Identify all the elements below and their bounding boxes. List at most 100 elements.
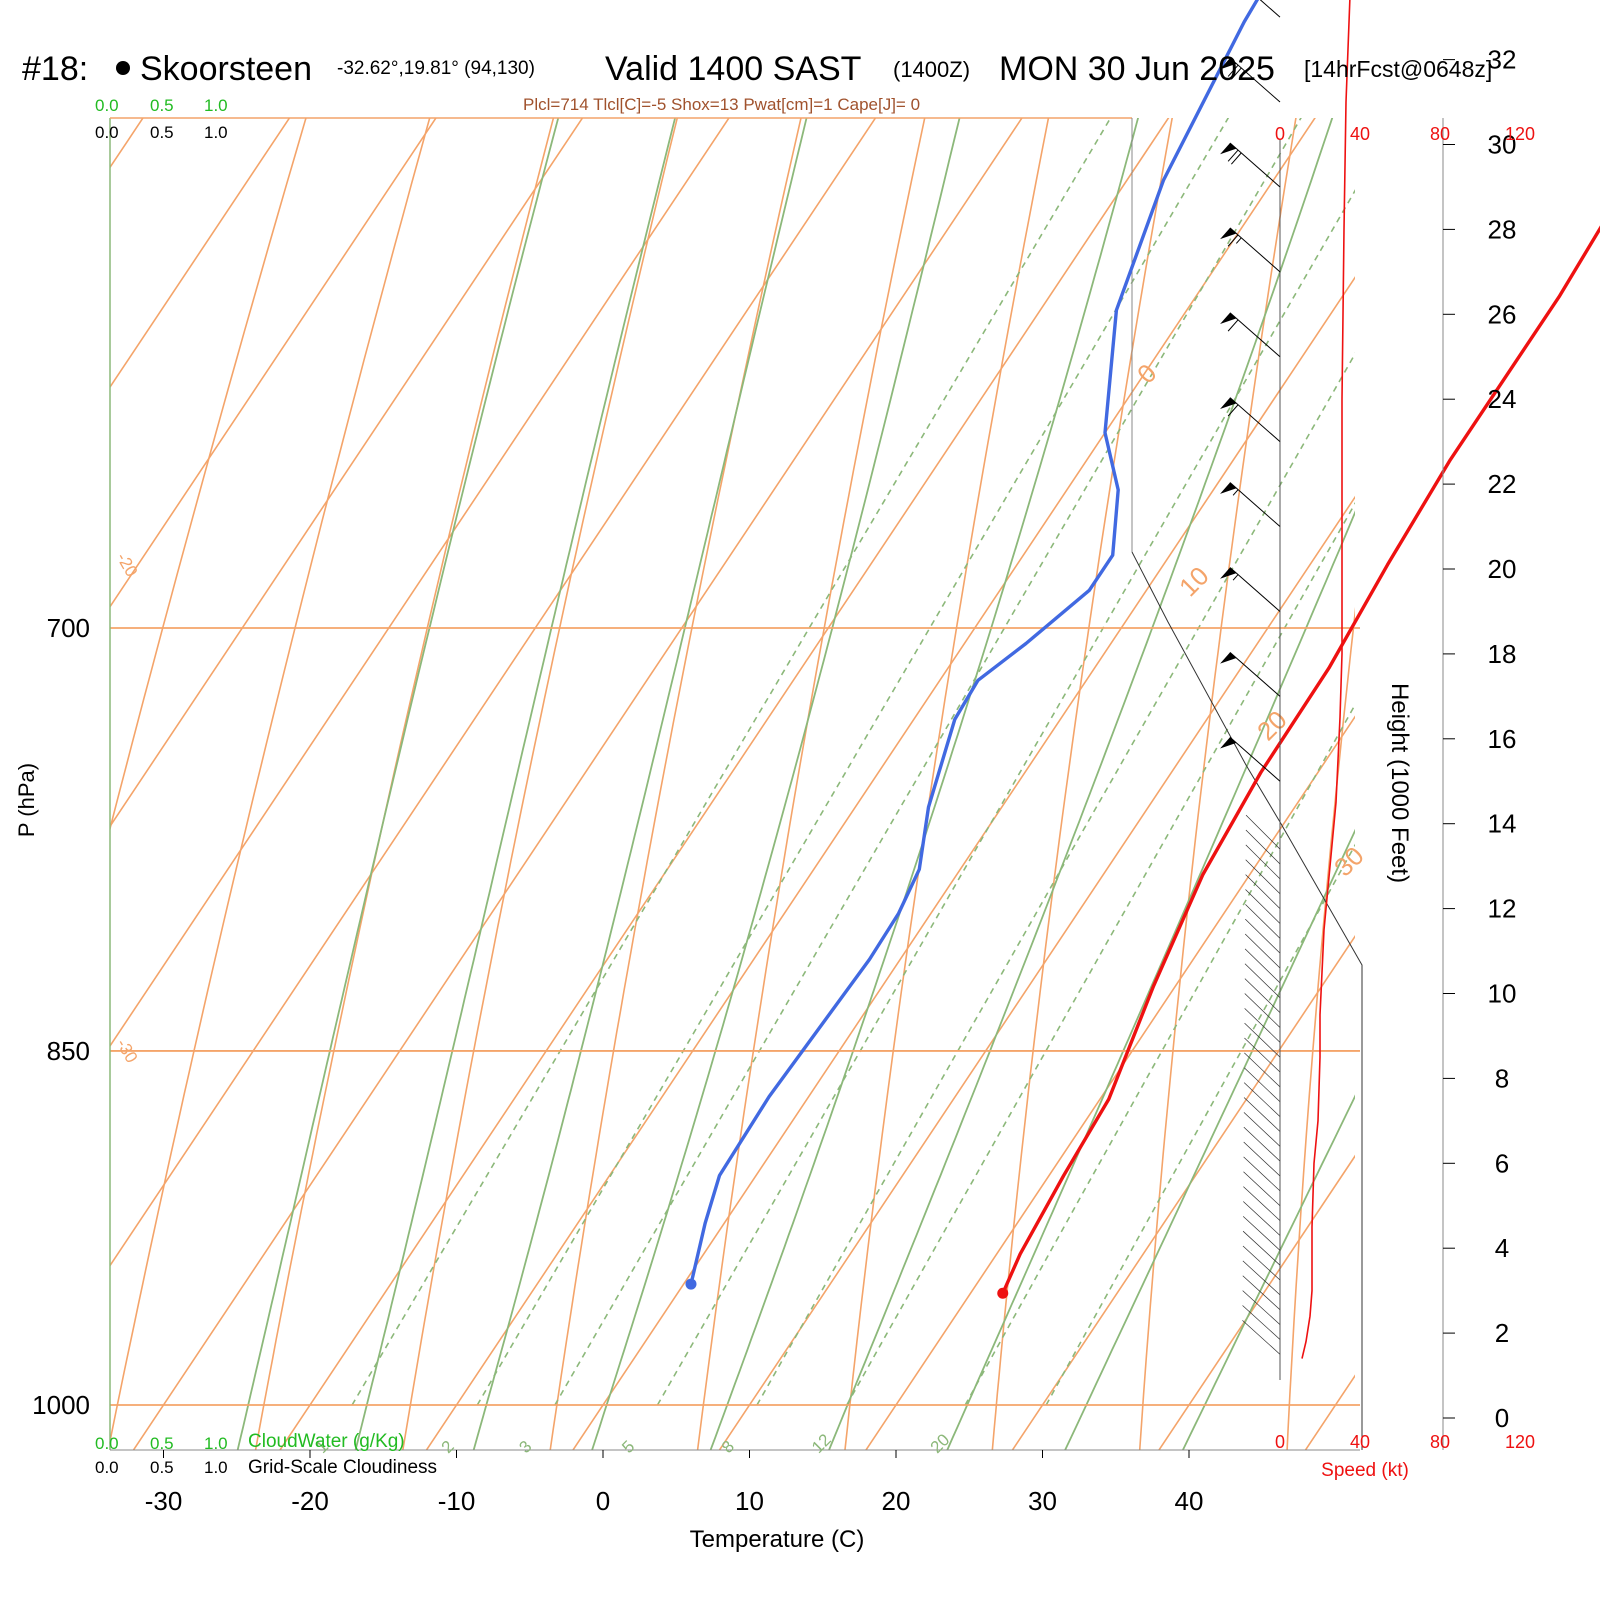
moist-adiabat-line — [709, 118, 1139, 1450]
valid-time: Valid 1400 SAST — [605, 50, 861, 88]
wind-barb — [1259, 0, 1281, 18]
barb-flag — [1227, 319, 1239, 332]
cloud-bottom-tick: 0.5 — [150, 1434, 174, 1453]
barb-flag — [1227, 404, 1239, 417]
mixing-ratio-line — [756, 352, 1355, 1406]
low-level-barb — [1244, 1022, 1281, 1058]
chart-labels: 1235812202503004005007008501000-30-20-10… — [32, 358, 1370, 1516]
barb-flag — [1227, 234, 1239, 247]
dry-adiabat-line — [1286, 606, 1355, 1450]
moist-adiabat-line — [354, 118, 677, 1450]
low-level-barb — [1243, 1201, 1281, 1236]
height-tick-label: 24 — [1488, 384, 1517, 414]
low-level-barb — [1245, 874, 1281, 909]
height-tick-label: 0 — [1495, 1403, 1509, 1433]
isotherm-line — [1158, 1154, 1355, 1450]
dewpoint-surface-marker — [685, 1278, 697, 1290]
low-level-barb — [1242, 1260, 1281, 1296]
mixing-ratio-label: 3 — [515, 1437, 535, 1457]
height-tick-label: 30 — [1488, 130, 1517, 160]
isotherm-line — [110, 118, 877, 1268]
low-level-barb — [1244, 1052, 1281, 1088]
dry-adiabat-line — [844, 118, 1050, 1450]
height-tick-label: 22 — [1488, 469, 1517, 499]
x-tick-label: -30 — [145, 1486, 183, 1516]
low-level-barb — [1244, 993, 1281, 1028]
wind-barb — [1220, 57, 1281, 103]
x-tick-label: 0 — [596, 1486, 610, 1516]
x-tick-label: -20 — [291, 1486, 329, 1516]
isotherm-line — [110, 118, 437, 609]
cloudiness-top-tick: 0.0 — [95, 123, 119, 142]
sounding-series — [685, 0, 1600, 1299]
dry-adiabat-line — [402, 118, 679, 1450]
barb-half-flag — [1239, 70, 1245, 77]
low-level-barb — [1244, 948, 1281, 984]
pressure-tick-label: 1000 — [32, 1390, 90, 1420]
mixing-ratio-line — [1045, 843, 1355, 1406]
dry-adiabat-line — [110, 118, 307, 832]
isotherm-line — [1011, 935, 1355, 1450]
speed-axis-title: Speed (kt) — [1321, 1460, 1409, 1481]
low-level-barb — [1242, 1305, 1281, 1340]
moist-adiabat-line — [472, 118, 808, 1450]
wind-panel: 0246810121416182022242628303200404080801… — [1220, 0, 1535, 1452]
valid-date: MON 30 Jun 2025 — [999, 50, 1275, 88]
barb-pennant — [1220, 397, 1237, 409]
low-level-barb — [1242, 1245, 1281, 1281]
dry-adiabat-line — [110, 118, 431, 1446]
low-level-barb — [1244, 933, 1281, 969]
barb-staff — [1229, 567, 1281, 612]
low-level-barb — [1245, 814, 1281, 850]
dry-adiabat-label: 10 — [1173, 561, 1215, 603]
barb-pennant — [1220, 227, 1237, 240]
low-level-barb — [1245, 844, 1281, 880]
barb-half-flag — [1235, 237, 1242, 244]
low-level-barb — [1243, 1141, 1281, 1177]
dry-adiabat-lines — [110, 0, 1600, 1480]
x-tick-label: 10 — [735, 1486, 764, 1516]
height-tick-label: 14 — [1488, 809, 1517, 839]
cloudiness-bottom-tick: 1.0 — [204, 1458, 228, 1477]
isotherm-line — [865, 715, 1355, 1450]
x-tick-label: 30 — [1028, 1486, 1057, 1516]
mixing-ratio-line — [656, 189, 1355, 1406]
low-level-barb — [1245, 829, 1281, 865]
x-tick-label: -10 — [438, 1486, 476, 1516]
barb-half-flag — [1232, 574, 1239, 581]
cloudiness-legend: Grid-Scale Cloudiness — [248, 1457, 437, 1478]
barb-staff — [1229, 397, 1281, 443]
plot-frame — [109, 117, 1363, 1451]
wind-barb — [1220, 482, 1281, 527]
low-level-barb — [1243, 1067, 1281, 1103]
cloud-legend: 0.0 0.5 1.0 0.0 0.5 1.0 0.0 0.5 1.0 Clou… — [95, 96, 437, 1478]
speed-tick-label-bottom: 0 — [1275, 1432, 1285, 1452]
low-level-barb — [1245, 889, 1281, 924]
isotherm-label: -20 — [113, 549, 142, 580]
dry-adiabat-line — [1434, 0, 1600, 1480]
low-level-barb — [1242, 1216, 1281, 1251]
isotherm-line — [0, 0, 1212, 1480]
station-name: Skoorsteen — [140, 50, 312, 88]
speed-tick-label-top: 120 — [1505, 124, 1535, 144]
low-level-barb — [1242, 1275, 1281, 1311]
station-number: #18: — [22, 50, 88, 88]
low-level-barb — [1244, 1037, 1281, 1073]
low-level-barb — [1243, 1156, 1281, 1192]
low-level-barb — [1243, 1126, 1281, 1162]
barb-pennant — [1220, 567, 1237, 579]
mixing-ratio-label: 20 — [927, 1430, 954, 1457]
isotherm-label: -30 — [113, 1035, 142, 1066]
mixing-ratio-line — [554, 118, 1302, 1406]
cloudiness-bottom-tick: 0.0 — [95, 1458, 119, 1477]
height-axis-title: Height (1000 Feet) — [1386, 683, 1413, 883]
temperature-line — [1001, 225, 1600, 1294]
height-tick-label: 20 — [1488, 554, 1517, 584]
wind-barb — [1220, 227, 1281, 273]
cloud-top-tick: 0.5 — [150, 96, 174, 115]
cloud-top-tick: 1.0 — [204, 96, 228, 115]
forecast-info: [14hrFcst@0648z] — [1304, 56, 1492, 82]
dry-adiabat-line — [254, 118, 555, 1450]
barb-pennant — [1220, 737, 1237, 749]
